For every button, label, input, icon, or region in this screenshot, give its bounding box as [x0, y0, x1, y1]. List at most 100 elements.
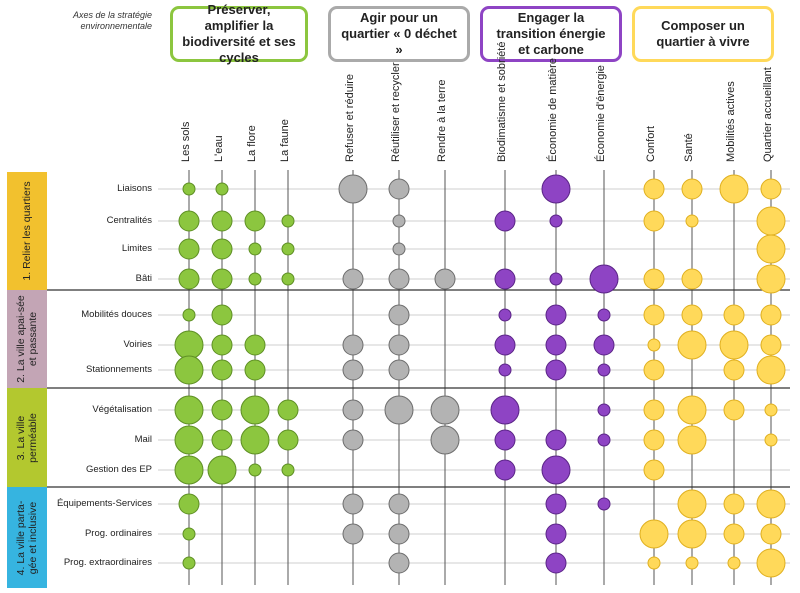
bubble-dechet — [388, 334, 410, 356]
group-label-2: 2. La ville apai-sée et passante — [7, 290, 47, 388]
bubble-biodiversite — [215, 182, 229, 196]
bubble-energie — [545, 523, 567, 545]
bubble-dechet — [342, 334, 364, 356]
row-label: Prog. extraordinaires — [63, 557, 152, 568]
bubble-vivre — [643, 268, 665, 290]
bubble-vivre — [760, 178, 782, 200]
bubble-dechet — [342, 493, 364, 515]
bubble-energie — [494, 268, 516, 290]
bubble-energie — [597, 433, 611, 447]
bubble-dechet — [338, 174, 368, 204]
row-label: Voiries — [123, 339, 152, 350]
row-label: Centralités — [106, 215, 152, 226]
bubble-energie — [593, 334, 615, 356]
bubble-vivre — [677, 519, 707, 549]
column-label: Économie d'énergie — [595, 65, 607, 162]
group-label-1: 1. Relier les quartiers — [7, 172, 47, 290]
bubble-biodiversite — [178, 238, 200, 260]
bubble-energie — [545, 493, 567, 515]
group-label-3: 3. La ville perméable — [7, 388, 47, 487]
bubble-biodiversite — [211, 399, 233, 421]
bubble-energie — [541, 455, 571, 485]
column-label: La faune — [279, 119, 291, 162]
bubble-vivre — [723, 399, 745, 421]
bubble-vivre — [647, 338, 661, 352]
bubble-dechet — [384, 395, 414, 425]
bubble-biodiversite — [174, 425, 204, 455]
bubble-biodiversite — [182, 182, 196, 196]
bubble-energie — [541, 174, 571, 204]
bubble-biodiversite — [244, 210, 266, 232]
bubble-energie — [597, 403, 611, 417]
bubble-biodiversite — [211, 210, 233, 232]
axis-box-biodiversite: Préserver, amplifier la biodiversité et … — [170, 2, 308, 65]
bubble-dechet — [342, 523, 364, 545]
bubble-vivre — [677, 330, 707, 360]
bubble-biodiversite — [244, 359, 266, 381]
group-label-text: 1. Relier les quartiers — [21, 181, 33, 281]
bubble-vivre — [681, 178, 703, 200]
bubble-biodiversite — [281, 242, 295, 256]
bubble-vivre — [760, 523, 782, 545]
bubble-dechet — [342, 359, 364, 381]
bubble-biodiversite — [211, 429, 233, 451]
bubble-dechet — [392, 214, 406, 228]
bubble-biodiversite — [244, 334, 266, 356]
bubble-vivre — [639, 519, 669, 549]
bubble-dechet — [388, 178, 410, 200]
bubble-energie — [545, 429, 567, 451]
bubble-dechet — [430, 395, 460, 425]
column-label: Refuser et réduire — [344, 73, 356, 162]
bubble-vivre — [647, 556, 661, 570]
bubble-biodiversite — [281, 463, 295, 477]
bubble-vivre — [643, 429, 665, 451]
bubble-vivre — [756, 355, 786, 385]
bubble-vivre — [760, 304, 782, 326]
column-label: L'eau — [213, 135, 225, 162]
bubble-biodiversite — [174, 355, 204, 385]
bubble-dechet — [342, 268, 364, 290]
bubble-dechet — [388, 268, 410, 290]
bubble-vivre — [719, 330, 749, 360]
bubble-vivre — [756, 264, 786, 294]
bubble-dechet — [388, 304, 410, 326]
column-label: Réutiliser et recycler — [390, 62, 402, 162]
bubble-dechet — [434, 268, 456, 290]
bubble-dechet — [342, 399, 364, 421]
bubble-energie — [545, 552, 567, 574]
bubble-vivre — [764, 403, 778, 417]
bubble-dechet — [388, 493, 410, 515]
column-label: Les sols — [180, 121, 192, 162]
bubble-biodiversite — [248, 242, 262, 256]
bubble-vivre — [756, 489, 786, 519]
bubble-biodiversite — [182, 527, 196, 541]
bubble-biodiversite — [211, 334, 233, 356]
bubble-dechet — [388, 359, 410, 381]
bubble-biodiversite — [277, 429, 299, 451]
bubble-vivre — [756, 206, 786, 236]
group-label-text: 3. La ville perméable — [15, 412, 39, 463]
bubble-biodiversite — [211, 304, 233, 326]
bubble-biodiversite — [281, 272, 295, 286]
group-label-text: 2. La ville apai-sée et passante — [15, 295, 39, 383]
column-label: Rendre à la terre — [436, 79, 448, 162]
column-label: Mobilités actives — [725, 81, 737, 162]
bubble-biodiversite — [248, 272, 262, 286]
group-label-4: 4. La ville parta-gée et inclusive — [7, 487, 47, 588]
bubble-vivre — [756, 548, 786, 578]
bubble-vivre — [685, 214, 699, 228]
bubble-vivre — [727, 556, 741, 570]
bubble-biodiversite — [178, 268, 200, 290]
bubble-biodiversite — [178, 493, 200, 515]
bubble-energie — [589, 264, 619, 294]
bubble-dechet — [430, 425, 460, 455]
row-label: Gestion des EP — [85, 464, 152, 475]
group-label-text: 4. La ville parta-gée et inclusive — [15, 500, 39, 575]
bubble-biodiversite — [211, 359, 233, 381]
bubble-vivre — [681, 304, 703, 326]
bubble-energie — [498, 363, 512, 377]
bubble-vivre — [760, 334, 782, 356]
column-label: Biodimatisme et sobriété — [496, 41, 508, 162]
column-label: Économie de matière — [547, 58, 559, 162]
